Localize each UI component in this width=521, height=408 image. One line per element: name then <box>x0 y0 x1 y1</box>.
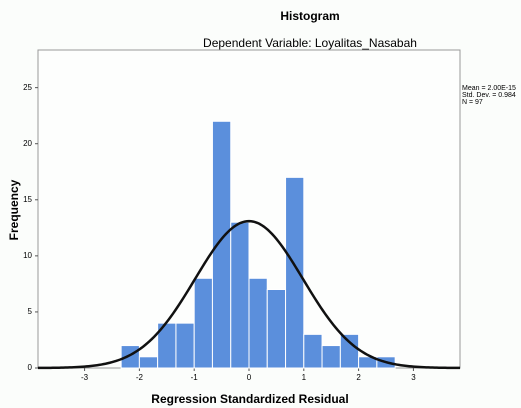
bar <box>304 334 322 368</box>
x-tick-label: -1 <box>191 373 199 382</box>
y-axis-label: Frequency <box>7 179 21 240</box>
x-tick-label: -3 <box>81 373 89 382</box>
x-tick-label: 2 <box>356 373 361 382</box>
y-tick-label: 20 <box>23 139 32 148</box>
y-tick-label: 25 <box>23 83 32 92</box>
bar <box>267 290 285 369</box>
bar <box>212 121 230 368</box>
bar <box>139 357 157 368</box>
y-tick-label: 15 <box>23 195 32 204</box>
bar <box>231 222 249 368</box>
y-tick-label: 0 <box>28 363 33 372</box>
y-tick-label: 10 <box>23 251 32 260</box>
x-tick-label: -2 <box>136 373 144 382</box>
stat-label: Mean = 2.00E-15 <box>462 85 516 92</box>
x-tick-label: 1 <box>302 373 307 382</box>
bar <box>286 177 304 368</box>
chart-subtitle: Dependent Variable: Loyalitas_Nasabah <box>203 36 417 50</box>
x-axis-label: Regression Standardized Residual <box>151 392 348 406</box>
chart-title: Histogram <box>280 9 339 23</box>
bar <box>249 278 267 368</box>
x-tick-label: 0 <box>247 373 252 382</box>
chart: Histogram Dependent Variable: Loyalitas_… <box>0 0 521 408</box>
stat-label: Std. Dev. = 0.984 <box>462 92 516 99</box>
y-tick-label: 5 <box>28 307 33 316</box>
bar <box>340 334 358 368</box>
stat-label: N = 97 <box>462 99 483 106</box>
x-tick-label: 3 <box>411 373 416 382</box>
bar <box>194 278 212 368</box>
bar <box>322 346 340 368</box>
bar <box>176 323 194 368</box>
